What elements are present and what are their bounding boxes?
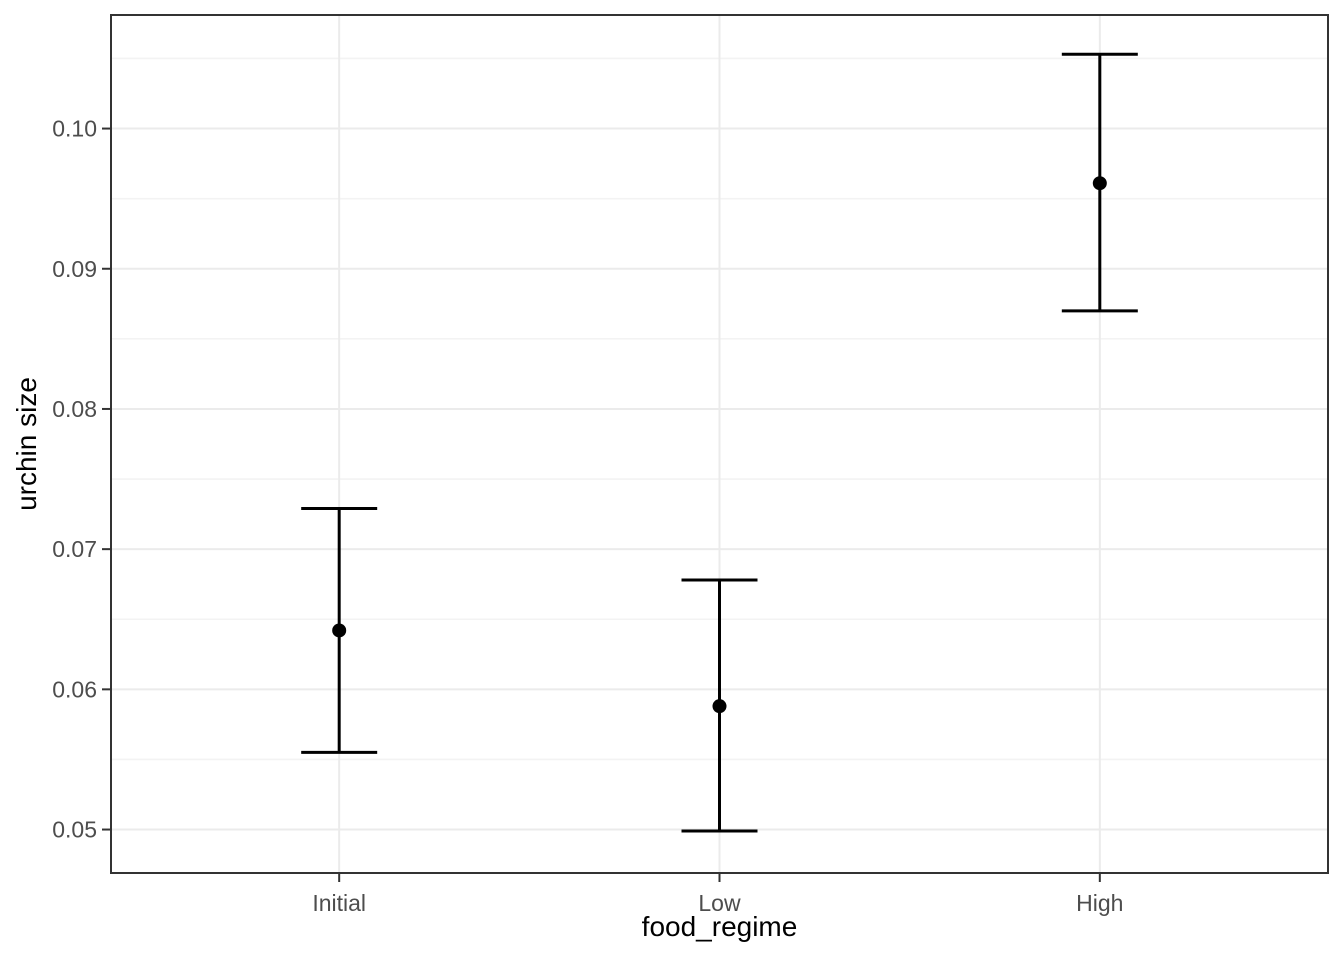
y-tick-label: 0.10 bbox=[52, 116, 97, 142]
y-tick-label: 0.09 bbox=[52, 256, 97, 282]
point-estimate-initial bbox=[332, 623, 347, 638]
y-tick-label: 0.08 bbox=[52, 396, 97, 422]
y-tick-label: 0.06 bbox=[52, 676, 97, 702]
x-tick-label-initial: Initial bbox=[312, 890, 366, 916]
y-tick-label: 0.05 bbox=[52, 817, 97, 843]
x-tick-label-high: High bbox=[1076, 890, 1123, 916]
x-axis-title: food_regime bbox=[641, 911, 798, 942]
point-estimate-high bbox=[1092, 176, 1107, 191]
y-axis-title: urchin size bbox=[11, 377, 42, 511]
point-estimate-low bbox=[712, 699, 727, 714]
y-tick-label: 0.07 bbox=[52, 536, 97, 562]
x-tick-label-low: Low bbox=[698, 890, 741, 916]
